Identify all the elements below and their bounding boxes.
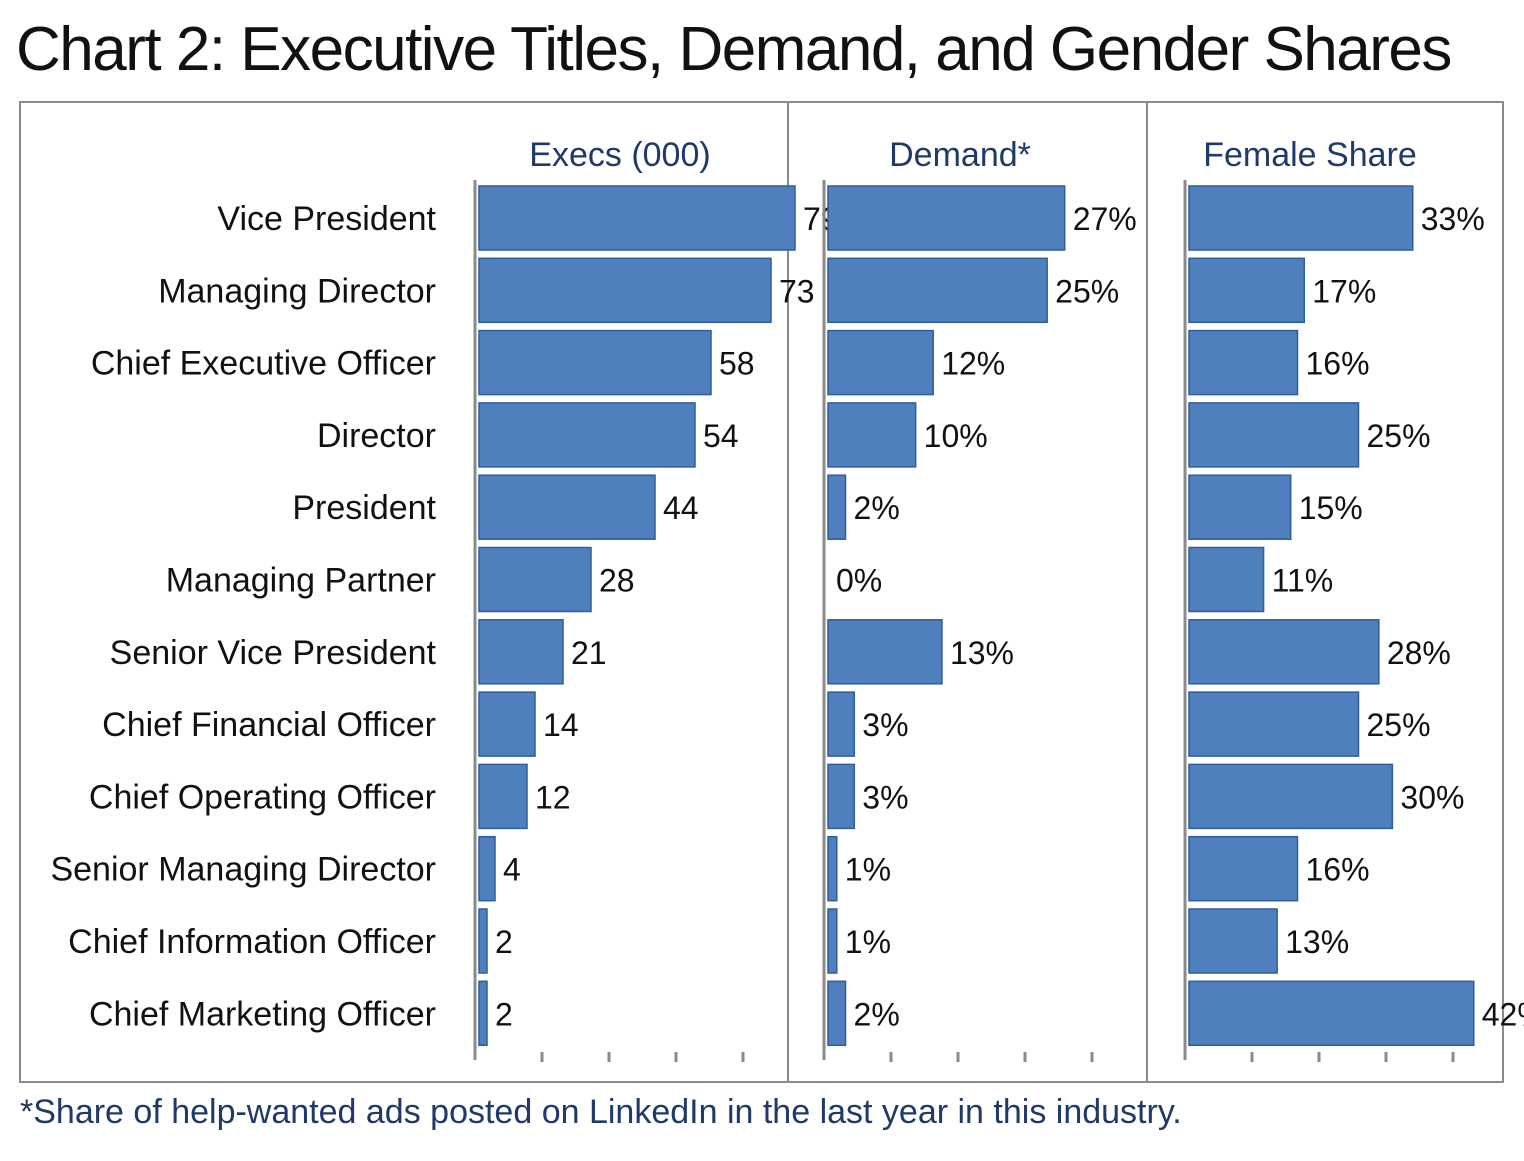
category-label: Chief Executive Officer [91,345,436,383]
bar [827,474,847,540]
category-label: Chief Financial Officer [102,706,436,744]
bar [478,402,696,468]
data-label: 3% [862,707,908,743]
chart-frame [19,101,1504,1083]
bar [827,691,856,757]
bar [1188,329,1299,396]
bar [827,619,943,685]
data-label: 2% [854,490,900,526]
data-label: 2 [495,996,513,1032]
bar [478,835,496,902]
data-label: 2 [495,924,513,960]
bar [827,763,856,830]
bar [1188,185,1414,251]
data-label: 25% [1367,418,1431,454]
bar [478,908,488,974]
bar [478,691,536,757]
bar [1188,763,1394,830]
data-label: 11% [1272,563,1334,599]
data-label: 2% [854,996,900,1032]
data-label: 44 [663,490,699,526]
category-label: Senior Vice President [110,634,437,672]
bar [478,763,528,830]
data-label: 28% [1387,635,1451,671]
data-label: 14 [543,707,579,743]
data-label: 1% [845,852,891,888]
footnote: *Share of help-wanted ads posted on Link… [20,1093,1182,1131]
data-label: 12 [535,779,571,815]
bar [827,185,1066,251]
bar [1188,402,1360,468]
data-label: 54 [703,418,739,454]
bar [478,185,796,251]
bar [1188,908,1278,974]
category-label: Managing Director [158,272,436,310]
data-label: 17% [1312,273,1376,309]
panel-divider [787,101,789,1083]
category-label: Director [317,417,436,455]
category-label: Chief Information Officer [68,923,436,961]
bar [827,835,838,902]
data-label: 16% [1305,852,1369,888]
category-label: Chief Marketing Officer [89,995,436,1033]
data-label: 10% [924,418,988,454]
panel-title: Execs (000) [529,136,710,174]
data-label: 21 [571,635,607,671]
bar [478,474,656,540]
bar [1188,474,1292,540]
bar [827,908,838,974]
data-label: 30% [1400,779,1464,815]
data-label: 73 [779,273,815,309]
data-label: 15% [1299,490,1363,526]
panel-divider [1146,101,1148,1083]
bar [478,619,564,685]
bar [478,257,772,324]
data-label: 42% [1482,996,1524,1032]
data-label: 3% [862,779,908,815]
bar [827,402,917,468]
data-label: 16% [1305,346,1369,382]
category-label: Managing Partner [166,562,436,600]
bar [1188,980,1475,1047]
data-label: 25% [1055,273,1119,309]
bar [1188,619,1380,685]
bar [1188,835,1299,902]
bar [1188,691,1360,757]
bar [1188,546,1265,613]
bar [478,546,592,613]
bar [827,980,847,1047]
panel-title: Female Share [1203,136,1417,174]
data-label: 13% [950,635,1014,671]
data-label: 28 [599,563,635,599]
bar [827,257,1048,324]
category-label: Senior Managing Director [50,851,436,889]
data-label: 58 [719,346,755,382]
data-label: 0% [836,563,882,599]
category-label: President [292,489,436,527]
data-label: 27% [1073,201,1137,237]
bar [478,329,712,396]
data-label: 1% [845,924,891,960]
bar [1188,257,1306,324]
data-label: 12% [941,346,1005,382]
category-label: Chief Operating Officer [89,778,436,816]
data-label: 33% [1421,201,1485,237]
bar [827,329,934,396]
bar [478,980,488,1047]
data-label: 13% [1285,924,1349,960]
chart-title: Chart 2: Executive Titles, Demand, and G… [16,15,1452,84]
data-label: 4 [503,852,521,888]
panel-title: Demand* [889,136,1031,174]
data-label: 25% [1367,707,1431,743]
category-label: Vice President [217,200,436,238]
